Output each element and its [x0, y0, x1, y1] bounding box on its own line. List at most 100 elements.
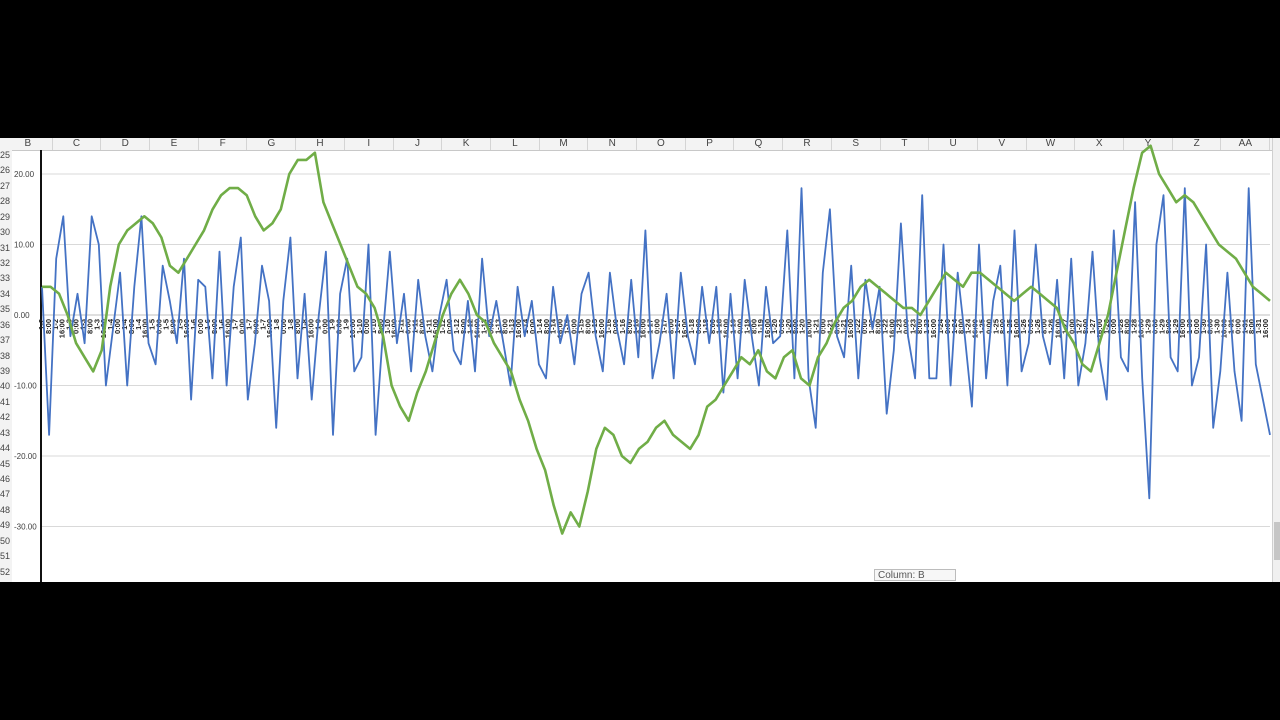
- x-tick-label: 16:00: [58, 319, 67, 338]
- x-tick-label: 0:00: [1067, 319, 1076, 334]
- x-tick-label: 1-3: [78, 319, 87, 330]
- row-header-50[interactable]: 50: [0, 535, 11, 546]
- x-tick-label: 1-4: [106, 318, 115, 330]
- vertical-scrollbar-thumb[interactable]: [1274, 522, 1280, 560]
- column-header-bar: B C D E F G H I J K L M N O P Q R S T U V W X Y Z AA: [0, 138, 1272, 151]
- x-tick-label: 8:00: [998, 319, 1007, 334]
- x-tick-label: 0:00: [1192, 319, 1201, 334]
- row-header-46[interactable]: 46: [0, 474, 11, 484]
- column-header-B[interactable]: B: [4, 138, 53, 150]
- row-header-52[interactable]: 52: [0, 566, 11, 577]
- row-header-51[interactable]: 51: [0, 551, 11, 562]
- row-header-47[interactable]: 47: [0, 489, 11, 500]
- column-header-T[interactable]: T: [881, 138, 930, 150]
- vertical-scrollbar[interactable]: [1272, 138, 1280, 582]
- row-header-48[interactable]: 48: [0, 504, 11, 515]
- row-header-45[interactable]: 45: [0, 458, 11, 469]
- x-tick-label: 8:00: [542, 319, 551, 334]
- x-tick-label: 16:00: [1054, 319, 1063, 338]
- x-tick-label: 1-4: [134, 318, 143, 330]
- x-tick-label: 0:00: [652, 319, 661, 334]
- x-tick-label: 16:00: [929, 319, 938, 338]
- x-tick-label: 1-24: [964, 318, 973, 334]
- x-tick-label: 0:00: [196, 319, 205, 334]
- column-header-W[interactable]: W: [1027, 138, 1076, 150]
- row-header-40[interactable]: 40: [0, 381, 11, 392]
- column-header-J[interactable]: J: [394, 138, 443, 150]
- row-header-36[interactable]: 36: [0, 319, 11, 330]
- series-line-blue[interactable]: [41, 187, 1271, 500]
- x-tick-label: 1-11: [424, 319, 433, 334]
- x-tick-label: 1-21: [839, 319, 848, 334]
- x-tick-label: 8:00: [625, 319, 634, 334]
- x-tick-label: 16:00: [390, 319, 399, 338]
- row-header-43[interactable]: 43: [0, 427, 11, 438]
- y-tick-label: -30.00: [14, 523, 37, 532]
- x-tick-label: 0:00: [611, 319, 620, 334]
- column-header-N[interactable]: N: [588, 138, 638, 150]
- row-header-28[interactable]: 28: [0, 196, 11, 207]
- x-tick-label: 0:00: [1233, 319, 1242, 334]
- row-header-44[interactable]: 44: [0, 443, 11, 454]
- frozen-pane-divider: [40, 150, 42, 582]
- column-header-X[interactable]: X: [1075, 138, 1125, 150]
- column-header-H[interactable]: H: [296, 138, 345, 150]
- x-tick-label: 1-22: [853, 319, 862, 334]
- column-header-G[interactable]: G: [248, 138, 297, 150]
- column-header-I[interactable]: I: [345, 138, 394, 150]
- x-tick-label: 1-7: [231, 319, 240, 330]
- x-tick-label: 8:00: [210, 319, 219, 334]
- row-header-25[interactable]: 25: [0, 150, 11, 160]
- series-line-green[interactable]: [42, 144, 1271, 535]
- row-header-35[interactable]: 35: [0, 304, 11, 315]
- x-tick-label: 1-25: [977, 319, 986, 334]
- x-tick-label: 8:00: [168, 319, 177, 334]
- column-header-K[interactable]: K: [442, 138, 491, 150]
- row-header-39[interactable]: 39: [0, 366, 11, 376]
- x-tick-label: 1-20: [798, 319, 807, 334]
- row-header-41[interactable]: 41: [0, 396, 11, 407]
- x-tick-label: 1-5: [175, 319, 184, 330]
- column-header-E[interactable]: E: [150, 138, 199, 150]
- y-tick-label: -10.00: [14, 382, 37, 391]
- column-header-V[interactable]: V: [978, 138, 1027, 150]
- column-header-R[interactable]: R: [783, 138, 832, 150]
- column-header-C[interactable]: C: [53, 138, 102, 150]
- column-header-L[interactable]: L: [491, 138, 540, 150]
- row-header-31[interactable]: 31: [0, 242, 11, 253]
- row-header-32[interactable]: 32: [0, 258, 11, 268]
- x-tick-label: 1-23: [908, 319, 917, 334]
- column-header-M[interactable]: M: [540, 138, 589, 150]
- x-tick-label: 1-5: [161, 319, 170, 330]
- x-tick-label: 16:00: [141, 319, 150, 338]
- column-header-U[interactable]: U: [929, 138, 978, 150]
- column-header-AA[interactable]: AA: [1222, 138, 1271, 150]
- column-header-O[interactable]: O: [637, 138, 686, 150]
- row-header-37[interactable]: 37: [0, 335, 11, 346]
- x-tick-label: 1-28: [1116, 319, 1125, 334]
- row-header-38[interactable]: 38: [0, 350, 11, 361]
- x-tick-label: 1-5: [148, 319, 157, 330]
- row-header-33[interactable]: 33: [0, 273, 11, 284]
- column-header-Q[interactable]: Q: [735, 138, 784, 150]
- column-header-S[interactable]: S: [832, 138, 881, 150]
- row-header-49[interactable]: 49: [0, 520, 11, 531]
- row-header-27[interactable]: 27: [0, 180, 11, 191]
- column-header-F[interactable]: F: [199, 138, 248, 150]
- row-header-30[interactable]: 30: [0, 227, 11, 238]
- x-tick-label: 1-3: [92, 319, 101, 330]
- column-header-Y[interactable]: Y: [1124, 138, 1173, 150]
- row-header-34[interactable]: 34: [0, 288, 11, 299]
- x-tick-label: 1-13: [507, 319, 516, 334]
- row-header-26[interactable]: 26: [0, 165, 11, 176]
- column-header-Z[interactable]: Z: [1173, 138, 1222, 150]
- x-tick-label: 1-30: [1213, 319, 1222, 334]
- column-header-P[interactable]: P: [686, 138, 735, 150]
- row-header-29[interactable]: 29: [0, 211, 11, 222]
- row-header-42[interactable]: 42: [0, 412, 11, 423]
- y-tick-label: -20.00: [14, 452, 37, 461]
- column-header-D[interactable]: D: [101, 138, 151, 150]
- x-tick-label: 1-11: [397, 319, 406, 334]
